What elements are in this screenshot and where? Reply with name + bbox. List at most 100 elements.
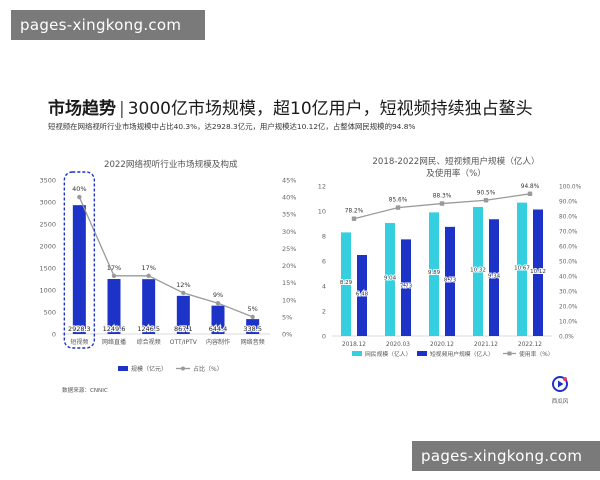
- watermark-bottom: pages-xingkong.com: [412, 441, 600, 471]
- chart1-y2tick-label: 40%: [282, 194, 296, 202]
- chart2-bar-shortvideo-label: 9.34: [488, 274, 501, 280]
- chart1-share-point: [181, 290, 186, 296]
- chart1-bar: [142, 279, 156, 334]
- chart2-bar-shortvideo-label: 8.73: [444, 277, 457, 283]
- watermark-top: pages-xingkong.com: [11, 10, 205, 40]
- chart2-bar-netizens-label: 9.89: [428, 270, 441, 276]
- chart2-y2tick-label: 0.0%: [559, 335, 574, 341]
- chart1-category-label: 综合视频: [137, 338, 161, 346]
- chart2-bar-shortvideo-label: 6.48: [356, 292, 369, 298]
- chart1-y2tick-label: 45%: [282, 177, 296, 185]
- chart2-y2tick-label: 10.0%: [559, 320, 578, 326]
- chart2-legend-label-line: 使用率（%）: [519, 350, 554, 358]
- chart2-legend-label-netizens: 网民规模（亿人）: [365, 350, 411, 358]
- chart1-share-point: [215, 301, 221, 306]
- chart2-legend-swatch-point: [507, 351, 512, 356]
- chart2-title: 2018-2022网民、短视频用户规模（亿人）及使用率（%）: [372, 157, 540, 179]
- chart1-legend-label-bar: 规模（亿元）: [131, 365, 167, 373]
- chart2-usage-point: [483, 198, 489, 203]
- chart1-category-label: 短视频: [70, 338, 88, 346]
- chart1-y2tick-label: 30%: [282, 228, 296, 236]
- chart1-share-point: [77, 194, 82, 200]
- chart2-legend-swatch-shortvideo: [417, 351, 427, 356]
- chart2-bar-netizens: [473, 207, 483, 336]
- title-separator: |: [119, 99, 125, 119]
- chart2-category-label: 2021.12: [474, 342, 498, 348]
- chart1-ytick-label: 2000: [39, 243, 56, 251]
- source-note: 数据来源：CNNIC: [62, 388, 108, 394]
- brand-logo: 西瓜风: [548, 376, 572, 405]
- chart1-bar: [246, 319, 260, 334]
- chart2-y2tick-label: 20.0%: [559, 305, 578, 311]
- chart2-usage-point: [527, 191, 533, 196]
- chart2-bar-shortvideo: [445, 226, 455, 336]
- chart1-ytick-label: 0: [52, 331, 56, 339]
- chart2-bar-netizens: [429, 212, 439, 336]
- chart1-ytick-label: 3500: [39, 177, 56, 185]
- chart2-usage-label: 94.8%: [521, 184, 540, 190]
- chart2-bar-shortvideo-label: 10.12: [530, 269, 546, 275]
- chart2-ytick-label: 4: [322, 283, 326, 291]
- page-title: 市场趋势 | 3000亿市场规模，超10亿用户，短视频持续独占鳌头: [48, 94, 533, 119]
- chart2-ytick-label: 0: [322, 333, 326, 341]
- chart2-bar-netizens-label: 10.67: [514, 265, 530, 271]
- chart2-bar-shortvideo: [401, 239, 411, 336]
- chart1-share-label: 5%: [248, 305, 258, 313]
- chart1-y2tick-label: 0%: [282, 331, 292, 339]
- chart1-category-label: OTT/IPTV: [170, 339, 198, 346]
- chart2-bar-netizens-label: 10.32: [470, 268, 486, 274]
- chart2-bar-shortvideo: [357, 255, 367, 336]
- chart2-usage-label: 78.2%: [345, 209, 364, 215]
- chart2-bar-netizens-label: 9.04: [384, 276, 397, 282]
- chart1-highlight-box: [63, 171, 96, 349]
- chart1-bar-value-label: 644.4: [209, 325, 228, 333]
- chart1-legend-swatch-bar: [118, 366, 128, 371]
- chart1-bar: [107, 279, 121, 334]
- play-logo-icon: [552, 376, 568, 392]
- chart1-share-label: 17%: [107, 264, 121, 272]
- chart2-bar-netizens: [341, 232, 351, 336]
- chart1-share-line: [78, 196, 253, 318]
- chart2-legend-swatch-netizens: [352, 351, 362, 356]
- chart2-usage-point: [439, 201, 445, 206]
- chart2-ytick-label: 2: [322, 308, 326, 316]
- chart2-y2tick-label: 60.0%: [559, 245, 578, 251]
- chart1-ytick-label: 2500: [39, 221, 56, 229]
- chart1-y2tick-label: 10%: [282, 296, 296, 304]
- chart2-usage-label: 90.5%: [477, 190, 496, 196]
- chart2-bar-netizens: [517, 202, 527, 336]
- chart2-y2tick-label: 90.0%: [559, 200, 578, 206]
- chart2-bar-shortvideo-label: 7.73: [400, 284, 413, 290]
- chart2-usage-label: 88.3%: [433, 194, 452, 200]
- chart1-bar: [211, 305, 225, 334]
- chart2-y2tick-label: 30.0%: [559, 290, 578, 296]
- chart2-bar-netizens: [385, 223, 395, 336]
- chart2-category-label: 2020.12: [430, 342, 454, 348]
- chart2-y2tick-label: 80.0%: [559, 215, 578, 221]
- title-rest: 3000亿市场规模，超10亿用户，短视频持续独占鳌头: [127, 99, 533, 119]
- chart1-share-point: [146, 273, 151, 279]
- chart2-ytick-label: 8: [322, 233, 326, 241]
- chart2-y2tick-label: 100.0%: [559, 185, 582, 191]
- chart2-y2tick-label: 50.0%: [559, 260, 578, 266]
- chart1-ytick-label: 1000: [39, 287, 56, 295]
- chart1-category-label: 网络直播: [102, 338, 126, 346]
- chart1-share-label: 40%: [72, 185, 86, 193]
- chart1-legend-swatch-point: [181, 366, 185, 371]
- chart2-bar-netizens-label: 8.29: [340, 280, 353, 286]
- chart2-ytick-label: 12: [318, 183, 326, 191]
- chart2-ytick-label: 6: [322, 258, 326, 266]
- chart2-category-label: 2020.03: [386, 342, 410, 348]
- chart1-title: 2022网络视听行业市场规模及构成: [104, 160, 238, 170]
- chart1-bar-value-label: 1246.5: [137, 325, 160, 333]
- chart1-ytick-label: 3000: [39, 199, 56, 207]
- chart1-share-label: 12%: [176, 281, 190, 289]
- chart1-share-label: 17%: [141, 264, 155, 272]
- chart1-y2tick-label: 15%: [282, 279, 296, 287]
- chart1-share-label: 9%: [213, 291, 223, 299]
- title-bold: 市场趋势: [48, 99, 116, 119]
- chart1-y2tick-label: 20%: [282, 262, 296, 270]
- chart1-bar-value-label: 2928.3: [68, 325, 91, 333]
- chart1-ytick-label: 1500: [39, 265, 56, 273]
- chart2-bar-shortvideo: [489, 219, 499, 336]
